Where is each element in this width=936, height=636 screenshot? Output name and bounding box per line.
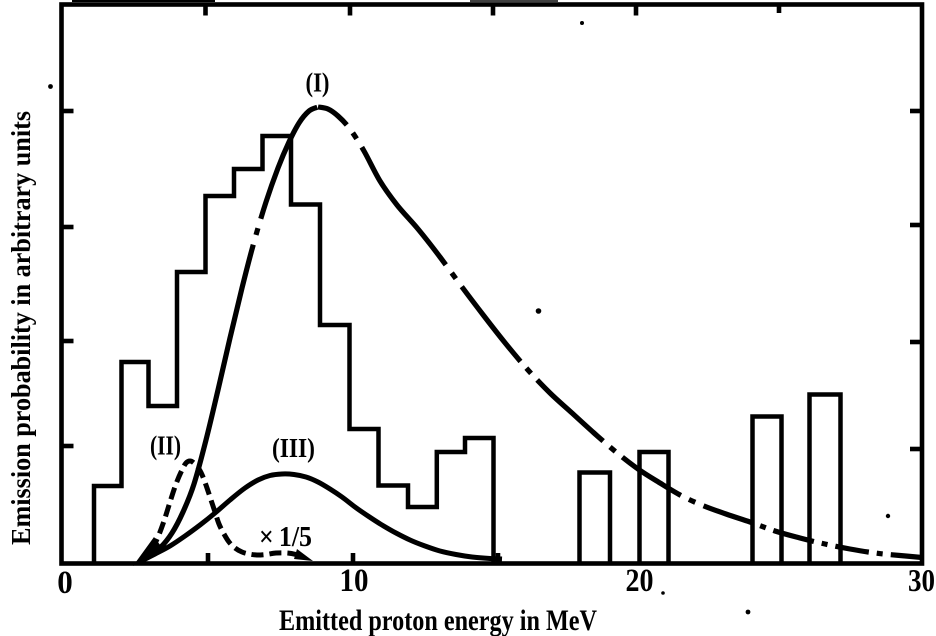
svg-text:0: 0: [57, 565, 73, 601]
svg-text:30: 30: [908, 562, 935, 598]
svg-text:Emission probability in arbitr: Emission probability in arbitrary units: [6, 111, 36, 545]
svg-text:(III): (III): [272, 433, 315, 463]
svg-text:20: 20: [626, 563, 654, 599]
svg-text:(II): (II): [150, 431, 181, 461]
svg-text:10: 10: [340, 563, 369, 599]
svg-text:× 1/5: × 1/5: [259, 521, 312, 553]
svg-text:(I): (I): [306, 68, 330, 98]
svg-text:Emitted proton energy in MeV: Emitted proton energy in MeV: [279, 604, 597, 636]
